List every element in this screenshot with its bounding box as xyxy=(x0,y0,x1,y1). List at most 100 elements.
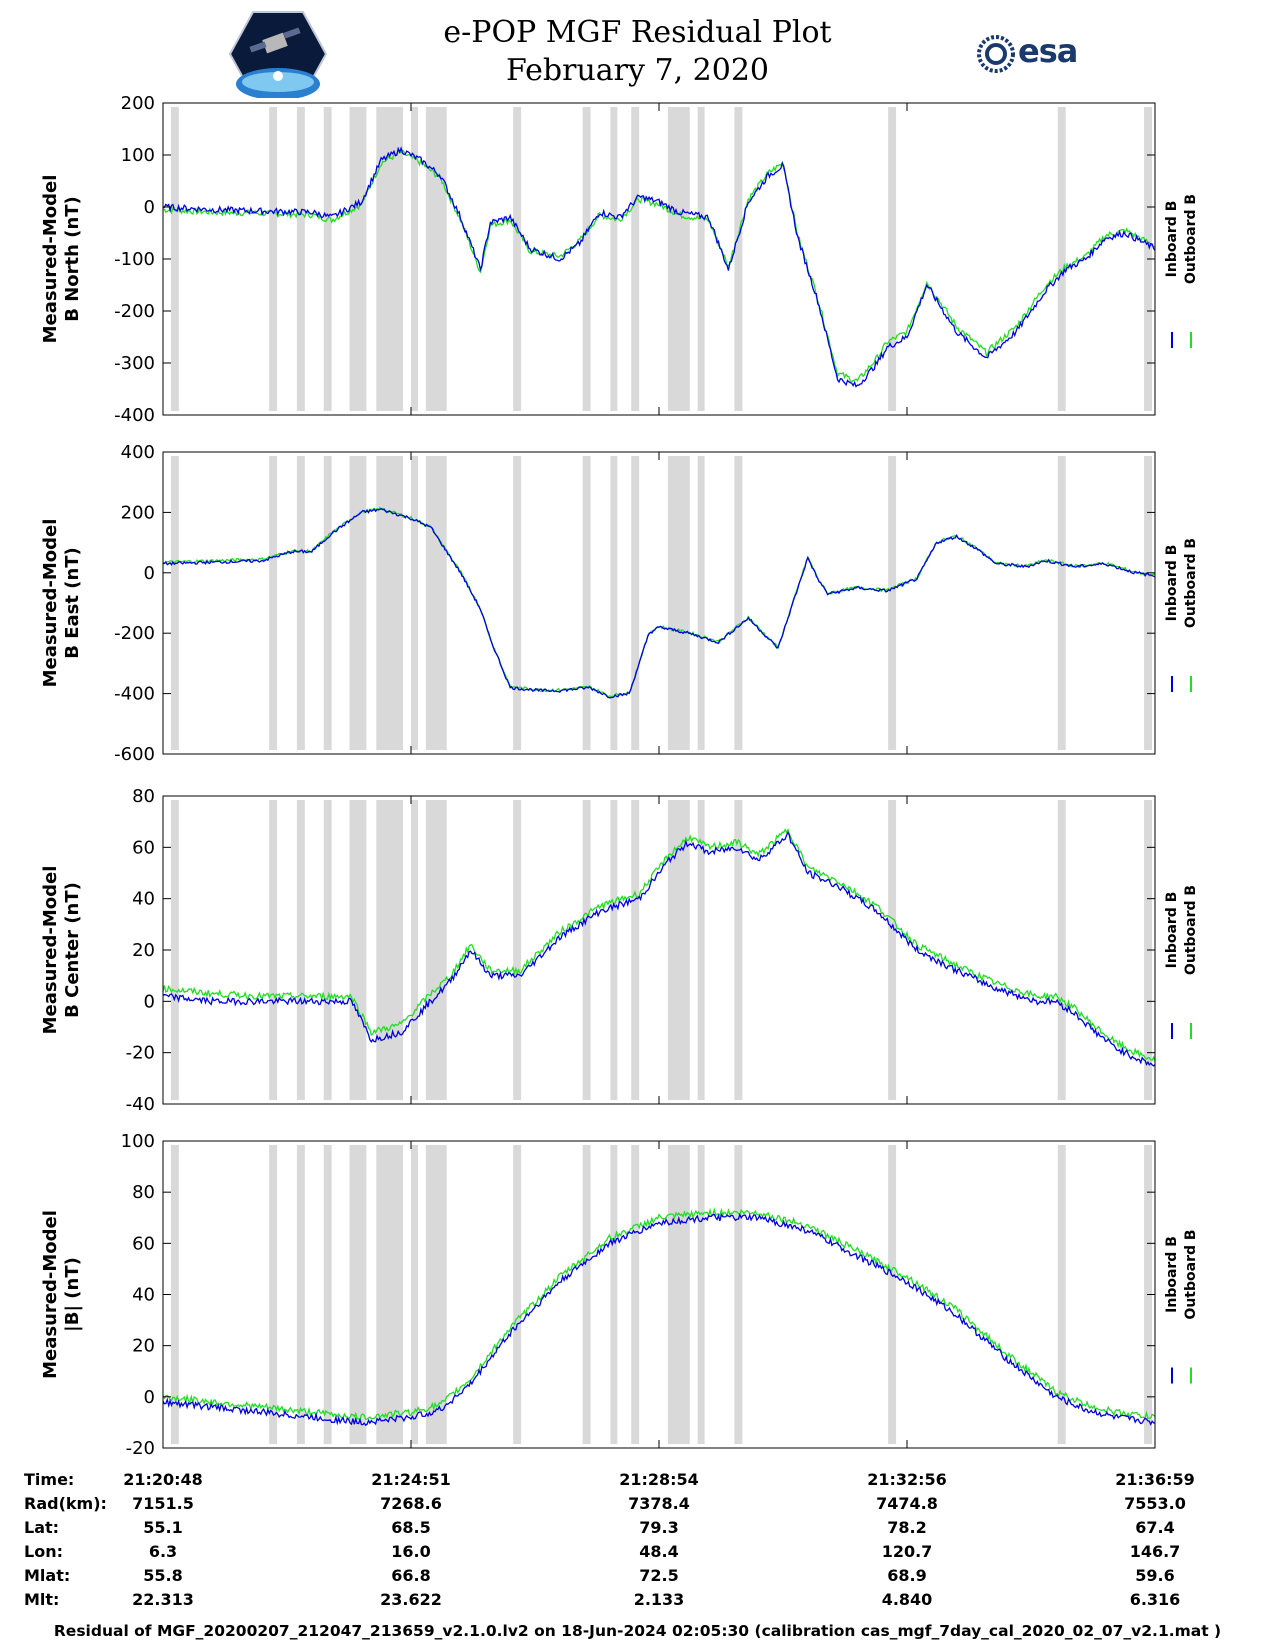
info-cell: 7378.4 xyxy=(628,1494,690,1513)
info-cell: 78.2 xyxy=(887,1518,927,1537)
data-gap-band xyxy=(513,107,522,411)
info-row-label: Rad(km): xyxy=(24,1494,107,1513)
inboard-b-line xyxy=(162,831,1156,1067)
info-row-label: Mlt: xyxy=(24,1590,60,1609)
info-cell: 68.5 xyxy=(391,1518,431,1537)
panel-3: 80 60 40 20 0 -20 -40 Measured-ModelB Center (n… xyxy=(40,786,1199,1115)
data-gap-band xyxy=(170,1145,179,1444)
info-cell: 4.840 xyxy=(881,1590,933,1609)
info-cell: 66.8 xyxy=(391,1566,431,1585)
info-cell: 6.316 xyxy=(1129,1590,1181,1609)
data-gap-band xyxy=(269,456,278,750)
data-gap-band xyxy=(269,800,278,1100)
data-gap-band xyxy=(170,456,179,750)
data-gap-band xyxy=(610,1145,618,1444)
data-gap-band xyxy=(1144,456,1153,750)
data-gap-band xyxy=(411,800,418,1100)
info-cell: 16.0 xyxy=(391,1542,431,1561)
panel-1: 200 100 0 -100 -200 -300 -400 Measured-ModelB N… xyxy=(40,93,1199,426)
data-gap-band xyxy=(170,107,179,411)
y-tick-label: 60 xyxy=(132,1233,155,1254)
data-gap-band xyxy=(376,107,404,411)
y-tick-label: -20 xyxy=(126,1043,155,1064)
data-gap-band xyxy=(376,456,404,750)
data-gap-band xyxy=(411,107,418,411)
info-cell: 23.622 xyxy=(380,1590,442,1609)
data-gap-band xyxy=(888,800,897,1100)
inboard-b-line xyxy=(162,507,1156,699)
info-cell: 7474.8 xyxy=(876,1494,938,1513)
data-gap-band xyxy=(610,107,618,411)
data-gap-band xyxy=(323,1145,332,1444)
data-gap-band xyxy=(610,800,618,1100)
y-tick-label: 400 xyxy=(121,442,155,463)
data-gap-band xyxy=(1057,800,1066,1100)
panel-2: 400 200 0 -200 -400 -600 Measured-ModelB East … xyxy=(40,442,1199,765)
data-gap-band xyxy=(411,456,418,750)
data-gap-band xyxy=(1057,107,1066,411)
data-gap-band xyxy=(734,800,743,1100)
data-gap-band xyxy=(582,800,591,1100)
outboard-b-line xyxy=(162,828,1156,1062)
data-gap-band xyxy=(697,456,705,750)
y-axis-label: Measured-ModelB East (nT) xyxy=(40,519,83,688)
y-tick-label: 200 xyxy=(121,93,155,114)
axes-frame xyxy=(162,1140,1156,1449)
y-tick-label: 40 xyxy=(132,889,155,910)
data-gap-band xyxy=(631,1145,640,1444)
y-tick-label: -600 xyxy=(114,744,155,765)
data-gap-band xyxy=(513,800,522,1100)
info-cell: 21:20:48 xyxy=(123,1470,203,1489)
y-tick-label: -200 xyxy=(114,301,155,322)
data-gap-band xyxy=(1057,1145,1066,1444)
y-tick-label: -200 xyxy=(114,623,155,644)
data-gap-band xyxy=(349,107,367,411)
info-cell: 120.7 xyxy=(881,1542,933,1561)
data-gap-band xyxy=(667,1145,690,1444)
cassiope-mission-logo xyxy=(228,11,328,98)
data-gap-band xyxy=(425,1145,447,1444)
data-gap-band xyxy=(513,1145,522,1444)
plot-date: February 7, 2020 xyxy=(505,53,769,88)
info-row-label: Lon: xyxy=(24,1542,63,1561)
legend-inboard-label: Inboard B xyxy=(1164,892,1180,969)
legend-inboard-label: Inboard B xyxy=(1164,201,1180,278)
y-tick-label: -100 xyxy=(114,249,155,270)
data-gap-band xyxy=(582,107,591,411)
info-cell: 55.8 xyxy=(143,1566,183,1585)
info-cell: 48.4 xyxy=(639,1542,679,1561)
data-gap-band xyxy=(349,800,367,1100)
data-gap-band xyxy=(888,1145,897,1444)
y-tick-label: 80 xyxy=(132,786,155,807)
info-row-label: Lat: xyxy=(24,1518,60,1537)
data-gap-band xyxy=(697,107,705,411)
data-gap-band xyxy=(582,456,591,750)
info-cell: 59.6 xyxy=(1135,1566,1175,1585)
footer-caption: Residual of MGF_20200207_212047_213659_v… xyxy=(53,1622,1222,1640)
panel-4: 100 80 60 40 20 0 -20 Measured-Model|B| (nT) Inb… xyxy=(40,1131,1199,1459)
data-gap-band xyxy=(610,456,618,750)
y-axis-label: Measured-ModelB North (nT) xyxy=(40,175,83,344)
data-gap-band xyxy=(376,800,404,1100)
y-tick-label: 100 xyxy=(121,145,155,166)
data-gap-band xyxy=(296,456,305,750)
data-gap-band xyxy=(296,1145,305,1444)
data-gap-band xyxy=(349,456,367,750)
y-tick-label: -40 xyxy=(126,1094,155,1115)
data-gap-band xyxy=(323,456,332,750)
outboard-b-line xyxy=(162,149,1156,383)
info-cell: 7268.6 xyxy=(380,1494,442,1513)
y-tick-label: -20 xyxy=(126,1438,155,1459)
data-gap-band xyxy=(582,1145,591,1444)
data-gap-band xyxy=(323,107,332,411)
axes-frame xyxy=(162,795,1156,1105)
data-gap-band xyxy=(376,1145,404,1444)
y-tick-label: -400 xyxy=(114,684,155,705)
axes-frame xyxy=(162,102,1156,416)
data-gap-band xyxy=(888,456,897,750)
data-gap-band xyxy=(170,800,179,1100)
legend-outboard-label: Outboard B xyxy=(1183,885,1199,975)
data-gap-band xyxy=(667,800,690,1100)
inboard-b-line xyxy=(162,146,1156,388)
info-cell: 6.3 xyxy=(148,1542,178,1561)
